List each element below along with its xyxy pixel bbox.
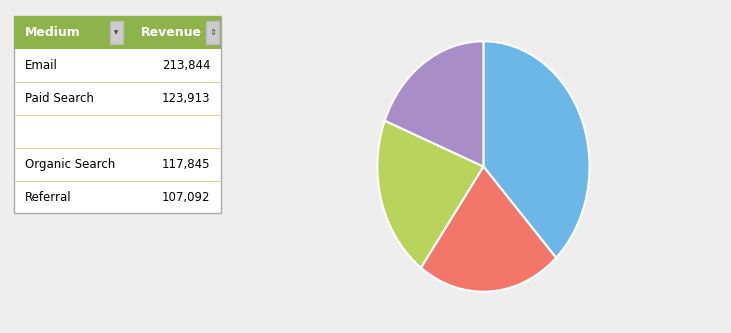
Bar bbox=[206, 21, 219, 44]
Text: ▼: ▼ bbox=[114, 30, 118, 35]
Bar bbox=[14, 16, 221, 49]
Text: Organic Search: Organic Search bbox=[25, 158, 115, 170]
Text: 123,913: 123,913 bbox=[162, 92, 211, 105]
Wedge shape bbox=[483, 41, 589, 258]
Text: Email: Email bbox=[25, 59, 58, 72]
Text: 107,092: 107,092 bbox=[162, 190, 211, 203]
Text: Medium: Medium bbox=[25, 26, 80, 39]
Wedge shape bbox=[421, 166, 556, 292]
Text: ⇕: ⇕ bbox=[209, 28, 216, 37]
Wedge shape bbox=[377, 121, 483, 268]
Bar bbox=[110, 21, 123, 44]
Bar bbox=[14, 16, 221, 213]
Text: Referral: Referral bbox=[25, 190, 72, 203]
Text: Revenue: Revenue bbox=[140, 26, 202, 39]
Text: Paid Search: Paid Search bbox=[25, 92, 94, 105]
Wedge shape bbox=[385, 41, 483, 166]
Text: 117,845: 117,845 bbox=[162, 158, 211, 170]
Text: 213,844: 213,844 bbox=[162, 59, 211, 72]
